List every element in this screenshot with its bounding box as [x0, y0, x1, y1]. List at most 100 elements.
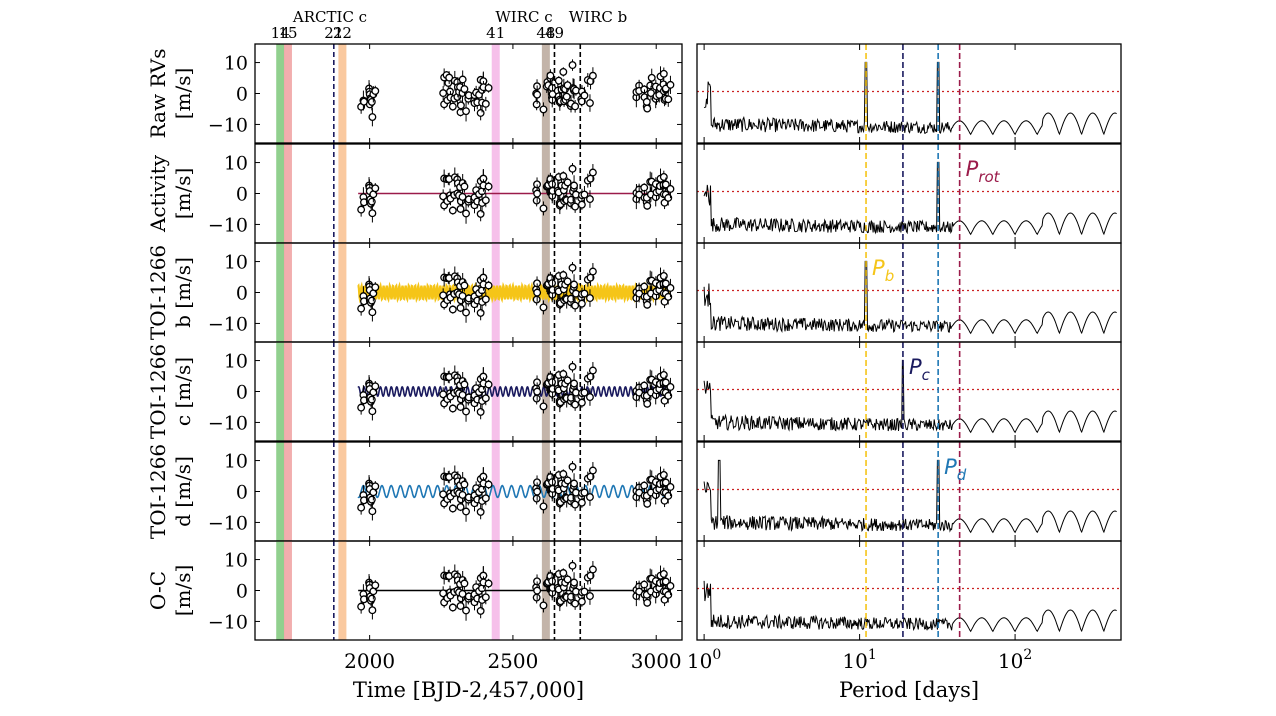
data-point: [643, 499, 652, 508]
event-band: [338, 243, 347, 342]
y-label-line2: b [m/s]: [171, 257, 195, 328]
y-tick-label: −10: [208, 512, 248, 534]
data-point: [481, 593, 490, 602]
data-point: [448, 102, 457, 111]
periodogram-curve: [703, 459, 1117, 534]
data-point: [367, 495, 376, 504]
data-point: [484, 579, 493, 588]
y-axis-label: Raw RVs [m/s]: [146, 49, 195, 139]
data-point: [539, 303, 548, 312]
event-band: [276, 442, 285, 541]
data-point: [568, 362, 577, 371]
tick-base: 10: [842, 649, 867, 673]
y-tick-label: −10: [208, 214, 248, 236]
tick-base: 10: [687, 649, 712, 673]
y-label-line1: O-C: [146, 571, 170, 610]
event-band: [276, 243, 285, 342]
y-tick-label: 10: [224, 550, 248, 572]
y-label-line2: [m/s]: [171, 68, 195, 120]
y-tick-label: −10: [208, 313, 248, 335]
rv-panel-3: 10 0 −10 TOI-1266 b [m/s]: [146, 242, 683, 343]
data-point: [533, 189, 542, 198]
data-point: [643, 300, 652, 309]
x-tick-label: 2500: [487, 649, 538, 673]
data-point: [570, 181, 579, 190]
y-tick-label: −10: [208, 412, 248, 434]
data-point: [367, 97, 376, 106]
peak-label-main: P: [872, 256, 885, 280]
model-curve: [357, 281, 672, 304]
data-point: [559, 370, 568, 378]
data-point: [484, 281, 493, 290]
annotation-arctic: ARCTIC c: [292, 8, 367, 26]
data-point: [539, 402, 548, 411]
data-point: [458, 192, 467, 201]
y-axis-label: TOI-1266 d [m/s]: [146, 444, 195, 539]
rv-panel-4: 10 0 −10 TOI-1266 c [m/s]: [146, 341, 683, 442]
y-tick-label: 0: [236, 184, 248, 206]
data-point: [586, 294, 594, 303]
data-point: [568, 263, 577, 272]
panel-frame: [696, 43, 1122, 144]
data-point: [570, 280, 579, 289]
data-point: [563, 178, 572, 187]
event-band: [338, 442, 347, 541]
data-point: [367, 296, 376, 305]
y-label-line1: TOI-1266: [146, 245, 170, 340]
peak-label-main: P: [909, 355, 922, 379]
model-curve: [357, 385, 672, 398]
x-tick-label: 102: [998, 647, 1032, 673]
data-point: [462, 308, 470, 317]
data-point: [588, 366, 597, 375]
rv-panel-5: 10 0 −10 TOI-1266 d [m/s]: [146, 441, 683, 542]
data-point: [580, 488, 589, 497]
x-tick-label: 3000: [631, 649, 682, 673]
data-point: [462, 407, 470, 416]
data-point: [368, 113, 377, 121]
event-label: 48: [536, 24, 555, 42]
data-point: [664, 193, 673, 202]
data-point: [559, 67, 568, 76]
data-point: [588, 466, 597, 475]
model-curve: [357, 484, 672, 499]
event-band: [338, 144, 347, 243]
data-point: [460, 480, 469, 489]
data-point: [533, 90, 542, 99]
tick-exponent: 1: [868, 647, 877, 663]
y-tick-label: −10: [208, 611, 248, 633]
data-point: [643, 201, 652, 210]
data-point: [559, 569, 568, 577]
rv-panel-6: 10 0 −10 O-C [m/s]: [146, 540, 683, 641]
data-point: [580, 587, 589, 596]
periodogram-curve: [703, 61, 1117, 136]
data-point: [458, 390, 467, 399]
y-label-line1: TOI-1266: [146, 444, 170, 539]
data-point: [476, 407, 485, 416]
data-point: [586, 592, 594, 601]
peak-label-main: P: [966, 157, 979, 181]
periodogram-panel-4: Pc: [696, 341, 1122, 442]
data-point: [371, 482, 380, 491]
tick-exponent: 2: [1023, 647, 1032, 663]
tick-base: 10: [998, 649, 1023, 673]
event-band: [283, 541, 292, 640]
peak-label: Prot: [966, 157, 1001, 186]
event-band: [338, 342, 347, 441]
periodogram-panel-3: Pb: [696, 242, 1122, 343]
data-point: [588, 565, 597, 574]
event-band: [276, 44, 285, 143]
event-band: [338, 44, 347, 143]
data-point: [357, 602, 366, 611]
data-point: [484, 83, 493, 92]
data-point: [548, 478, 556, 487]
x-tick-label: 101: [842, 647, 876, 673]
y-tick-label: 0: [236, 382, 248, 404]
data-point: [661, 279, 670, 288]
data-point: [481, 295, 490, 304]
peak-label: Pc: [909, 355, 931, 384]
y-label-line1: TOI-1266: [146, 344, 170, 439]
data-point: [539, 502, 548, 511]
data-point: [462, 209, 470, 218]
data-point: [458, 291, 467, 300]
